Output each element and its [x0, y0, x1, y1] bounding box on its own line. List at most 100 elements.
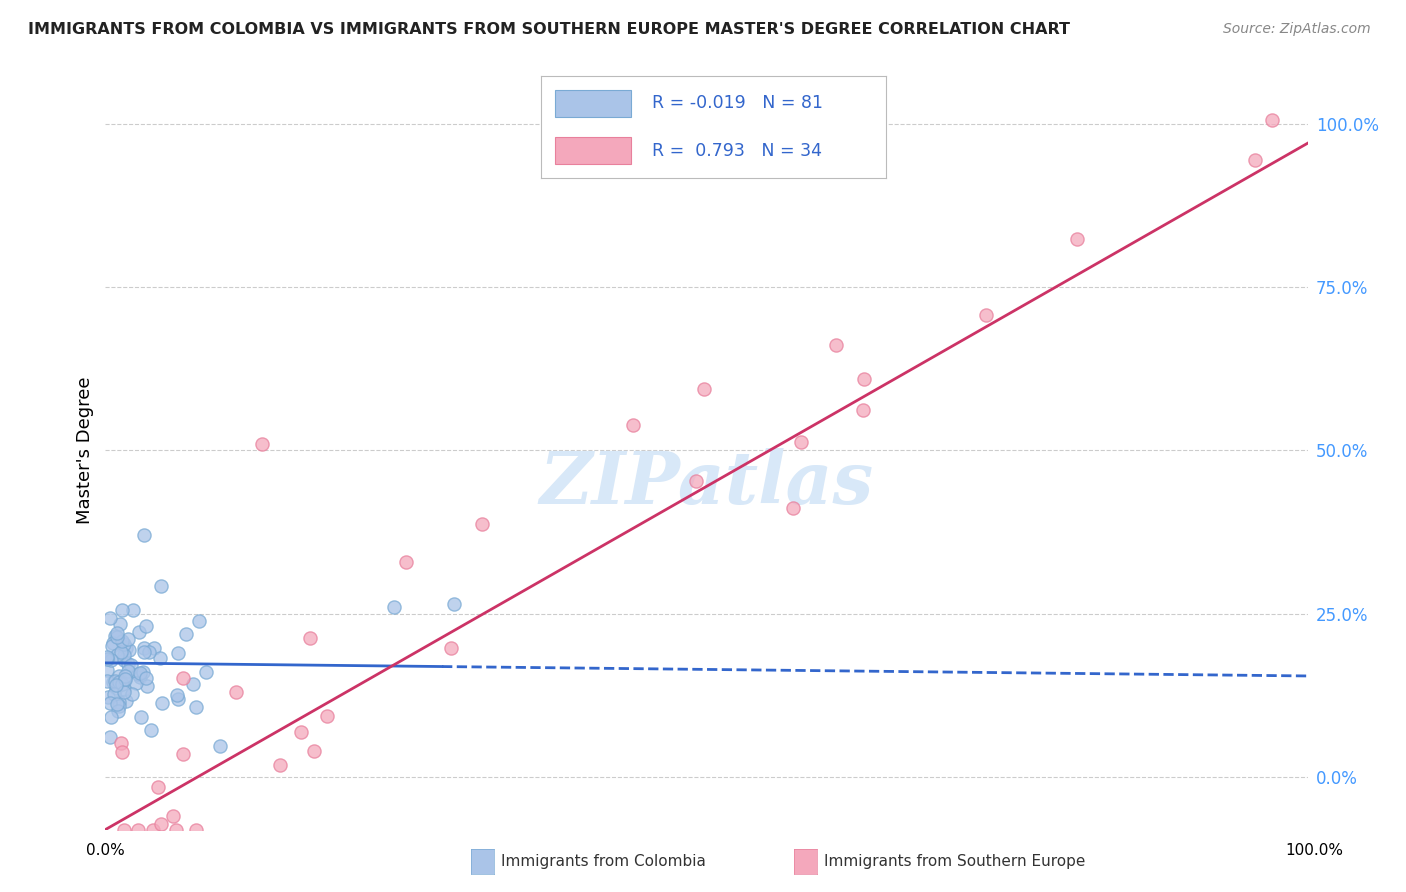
- Point: [110, 736, 132, 750]
- Point: [131, 665, 153, 680]
- Point: [104, 681, 127, 695]
- Point: [101, 675, 124, 690]
- Point: [172, 747, 194, 761]
- Point: [108, 695, 131, 709]
- Point: [112, 637, 135, 651]
- Point: [181, 677, 204, 691]
- Point: [97, 690, 120, 705]
- Point: [825, 338, 848, 352]
- Point: [104, 674, 127, 689]
- Point: [186, 822, 208, 837]
- Point: [471, 517, 494, 532]
- Point: [103, 687, 125, 701]
- Point: [111, 677, 134, 691]
- Point: [111, 640, 134, 654]
- Point: [125, 676, 148, 690]
- Point: [209, 739, 232, 753]
- Text: R = -0.019   N = 81: R = -0.019 N = 81: [651, 94, 823, 112]
- Point: [114, 668, 136, 682]
- Point: [128, 670, 150, 684]
- Point: [117, 632, 139, 646]
- Point: [100, 710, 122, 724]
- Point: [105, 648, 128, 662]
- Point: [115, 641, 138, 656]
- Point: [852, 403, 875, 417]
- Point: [105, 625, 128, 640]
- Text: ZIPatlas: ZIPatlas: [540, 448, 873, 518]
- Point: [304, 744, 326, 758]
- Point: [127, 667, 149, 681]
- Point: [250, 437, 273, 451]
- Point: [110, 603, 132, 617]
- Point: [269, 758, 291, 772]
- Text: IMMIGRANTS FROM COLOMBIA VS IMMIGRANTS FROM SOUTHERN EUROPE MASTER'S DEGREE CORR: IMMIGRANTS FROM COLOMBIA VS IMMIGRANTS F…: [28, 22, 1070, 37]
- Point: [108, 617, 131, 632]
- Point: [162, 809, 184, 823]
- Point: [790, 435, 813, 450]
- Point: [139, 723, 162, 737]
- Point: [101, 639, 124, 653]
- Text: 0.0%: 0.0%: [86, 843, 125, 858]
- Point: [117, 665, 139, 679]
- Point: [172, 671, 194, 685]
- Point: [150, 696, 173, 710]
- Text: Immigrants from Colombia: Immigrants from Colombia: [501, 855, 706, 869]
- Point: [974, 308, 997, 322]
- Point: [112, 822, 135, 837]
- Point: [128, 625, 150, 640]
- Point: [112, 653, 135, 667]
- Point: [315, 709, 337, 723]
- Point: [166, 646, 188, 660]
- Text: Source: ZipAtlas.com: Source: ZipAtlas.com: [1223, 22, 1371, 37]
- Point: [685, 474, 707, 488]
- Point: [149, 579, 172, 593]
- Point: [852, 372, 875, 386]
- Y-axis label: Master's Degree: Master's Degree: [76, 376, 94, 524]
- Point: [290, 725, 312, 739]
- Point: [105, 630, 128, 644]
- Point: [148, 780, 170, 795]
- Point: [782, 501, 804, 516]
- Point: [98, 696, 121, 710]
- Point: [149, 651, 172, 665]
- Point: [225, 684, 247, 698]
- Point: [693, 382, 716, 396]
- Point: [1243, 153, 1265, 168]
- Point: [114, 694, 136, 708]
- Point: [165, 822, 187, 837]
- Point: [108, 669, 131, 683]
- Point: [107, 674, 129, 689]
- Point: [195, 665, 218, 680]
- Point: [129, 666, 152, 681]
- Point: [142, 822, 165, 837]
- Point: [110, 645, 132, 659]
- Point: [395, 555, 418, 569]
- Point: [143, 640, 166, 655]
- Point: [440, 641, 463, 656]
- Point: [122, 603, 145, 617]
- Point: [132, 528, 155, 542]
- Point: [111, 633, 134, 648]
- Point: [138, 645, 160, 659]
- Point: [96, 652, 118, 666]
- Point: [184, 700, 207, 714]
- Point: [135, 619, 157, 633]
- Point: [135, 671, 157, 685]
- Point: [100, 653, 122, 667]
- Point: [112, 685, 135, 699]
- Point: [1260, 113, 1282, 128]
- Point: [149, 816, 172, 830]
- Point: [118, 642, 141, 657]
- Point: [96, 674, 118, 689]
- Point: [96, 650, 118, 665]
- Point: [114, 673, 136, 687]
- Text: Immigrants from Southern Europe: Immigrants from Southern Europe: [824, 855, 1085, 869]
- Point: [103, 636, 125, 650]
- Point: [98, 611, 121, 625]
- Point: [136, 679, 159, 693]
- Text: 100.0%: 100.0%: [1285, 843, 1344, 858]
- Point: [623, 417, 645, 432]
- Point: [105, 698, 128, 712]
- Bar: [555, 90, 631, 117]
- Point: [111, 746, 134, 760]
